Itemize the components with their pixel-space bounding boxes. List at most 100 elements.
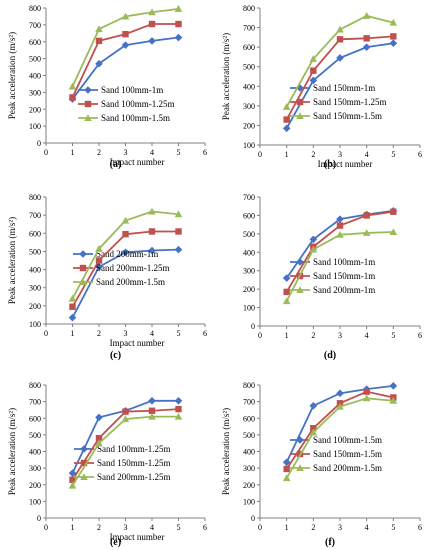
legend-marker	[296, 98, 304, 106]
data-point	[68, 313, 77, 322]
legend-entry: Sand 200mm-1m	[73, 249, 158, 259]
y-tick-label: 100	[243, 304, 255, 313]
y-tick-label: 100	[29, 320, 41, 329]
y-tick-label: 700	[243, 193, 255, 202]
y-tick-label: 300	[243, 102, 255, 111]
data-point	[148, 37, 156, 45]
data-point	[148, 8, 156, 16]
y-tick-label: 500	[29, 247, 41, 256]
data-point	[174, 5, 183, 12]
panel-label: (f)	[325, 537, 335, 548]
legend-marker	[84, 100, 92, 108]
data-point	[95, 244, 103, 252]
data-point	[68, 82, 77, 90]
y-tick-label: 100	[29, 122, 41, 131]
y-tick-label: 300	[29, 464, 41, 473]
legend-label: Sand 100mm-1.5m	[101, 113, 170, 123]
data-point	[121, 415, 130, 423]
data-point	[336, 25, 344, 33]
legend-marker	[296, 464, 304, 471]
data-point	[336, 389, 344, 398]
y-tick-label: 100	[243, 497, 255, 506]
y-tick-label: 100	[243, 141, 255, 150]
y-tick-label: 500	[29, 431, 41, 440]
y-tick-label: 700	[29, 21, 41, 30]
x-tick-label: 5	[177, 329, 181, 338]
legend-marker	[79, 250, 87, 258]
data-point	[362, 394, 371, 402]
data-point	[174, 33, 183, 42]
data-point	[363, 35, 370, 42]
y-tick-label: 800	[29, 381, 41, 390]
y-tick-label: 100	[29, 497, 41, 506]
x-tick-label: 1	[71, 523, 75, 532]
legend-label: Sand 150mm-1m	[313, 271, 375, 281]
y-tick-label: 800	[29, 4, 41, 13]
x-tick-label: 6	[418, 150, 422, 159]
data-point	[309, 428, 318, 436]
data-point	[121, 216, 130, 224]
y-tick-label: 600	[29, 229, 41, 238]
data-point	[282, 458, 291, 467]
data-point	[148, 20, 156, 28]
data-point	[389, 39, 398, 48]
legend-marker	[79, 278, 87, 285]
y-tick-label: 200	[29, 481, 41, 490]
x-axis-label: Impact number	[110, 532, 165, 542]
y-tick-label: 600	[29, 38, 41, 47]
y-tick-label: 500	[243, 431, 255, 440]
y-tick-label: 700	[243, 24, 255, 33]
data-point	[309, 245, 318, 253]
panel-label: (d)	[324, 350, 336, 361]
legend-entry: Sand 200mm-1.5m	[290, 463, 382, 473]
legend-marker	[84, 86, 92, 94]
x-tick-label: 3	[124, 329, 128, 338]
legend-label: Sand 150mm-1.5m	[313, 449, 382, 459]
series-3	[282, 12, 398, 110]
x-tick-label: 4	[365, 331, 369, 340]
series-2	[283, 388, 397, 473]
legend-label: Sand 100mm-1.5m	[313, 435, 382, 445]
data-point	[283, 288, 290, 296]
legend-entry: Sand 200mm-1m	[290, 285, 375, 295]
y-tick-label: 400	[29, 448, 41, 457]
y-tick-label: 500	[29, 55, 41, 64]
legend-entry: Sand 100mm-1.5m	[78, 113, 170, 123]
y-tick-label: 0	[251, 514, 255, 523]
x-tick-label: 4	[150, 148, 154, 157]
data-point	[175, 20, 182, 28]
x-tick-label: 2	[311, 523, 315, 532]
chart-panel-5: 0 100 200 300 400 500 600 700 800 0 1 2 3 4 5 6 Impact n…	[7, 381, 207, 548]
y-tick-label: 800	[29, 193, 41, 202]
series-2	[69, 405, 182, 483]
series-2	[69, 20, 182, 101]
data-point	[336, 36, 344, 43]
y-tick-label: 600	[29, 414, 41, 423]
data-point	[95, 25, 103, 33]
x-tick-label: 6	[418, 523, 422, 532]
y-tick-label: 800	[243, 4, 255, 13]
series-2	[283, 33, 397, 123]
series-3	[282, 394, 398, 482]
data-point	[389, 382, 398, 390]
data-point	[122, 230, 129, 238]
y-tick-label: 700	[243, 398, 255, 407]
legend-marker	[296, 286, 304, 293]
legend-marker	[80, 473, 88, 480]
data-point	[68, 481, 77, 489]
data-point	[121, 41, 130, 49]
x-tick-label: 0	[44, 329, 48, 338]
x-tick-label: 5	[391, 523, 395, 532]
x-tick-label: 6	[418, 331, 422, 340]
data-point	[309, 401, 318, 410]
data-point	[389, 18, 398, 26]
x-tick-label: 4	[150, 523, 154, 532]
data-point	[390, 33, 397, 40]
x-axis-label: Impact number	[110, 157, 165, 167]
y-tick-label: 700	[29, 211, 41, 220]
series-3	[68, 412, 183, 489]
data-point	[174, 245, 183, 254]
chart-panel-1: 0 100 200 300 400 500 600 700 800 0 1 2 3 4 5 6 Impact n…	[7, 4, 207, 170]
data-point	[148, 207, 156, 215]
y-tick-label: 600	[243, 43, 255, 52]
